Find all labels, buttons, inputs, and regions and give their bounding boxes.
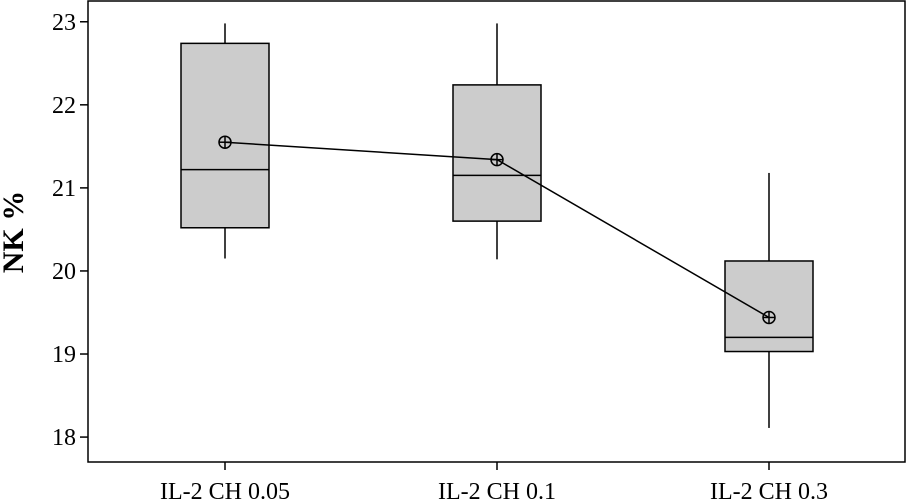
y-tick-label: 20 bbox=[52, 259, 76, 285]
iqr-box bbox=[724, 260, 814, 353]
y-tick-label: 18 bbox=[52, 425, 76, 451]
mean-layer bbox=[218, 135, 776, 325]
box-3 bbox=[724, 172, 814, 428]
box-group bbox=[180, 23, 814, 428]
mean-marker bbox=[490, 152, 504, 167]
mean-marker bbox=[762, 310, 776, 325]
x-tick-label: IL-2 CH 0.1 bbox=[438, 479, 556, 503]
mean-marker bbox=[218, 135, 232, 149]
x-tick-label: IL-2 CH 0.3 bbox=[710, 479, 828, 503]
y-axis-title: NK % bbox=[0, 191, 30, 274]
x-axis: IL-2 CH 0.05 IL-2 CH 0.1 IL-2 CH 0.3 bbox=[160, 462, 828, 503]
y-tick-label: 21 bbox=[52, 176, 76, 202]
y-axis: 18 19 20 21 22 23 bbox=[52, 10, 88, 451]
box-2 bbox=[452, 23, 542, 260]
y-tick-label: 23 bbox=[52, 10, 76, 36]
x-tick-label: IL-2 CH 0.05 bbox=[160, 479, 290, 503]
y-tick-label: 19 bbox=[52, 342, 76, 368]
y-tick-label: 22 bbox=[52, 93, 76, 119]
